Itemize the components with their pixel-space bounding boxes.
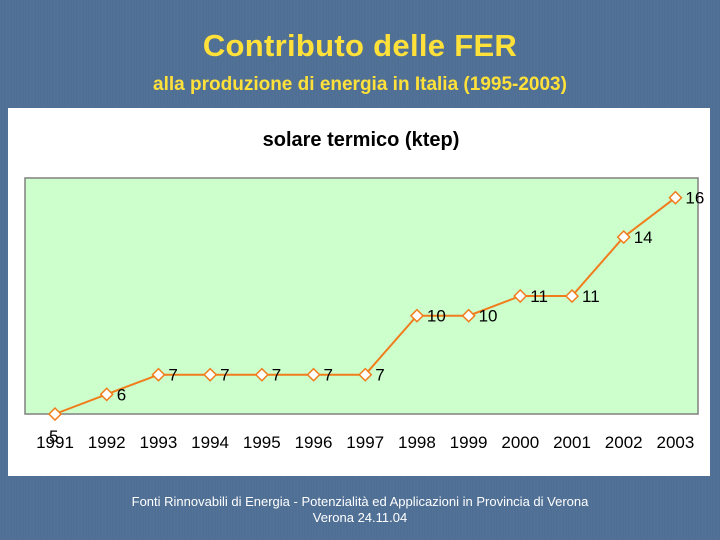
x-tick-label-1996: 1996 xyxy=(295,433,333,452)
data-point-1995 xyxy=(254,367,269,382)
x-tick-label-1999: 1999 xyxy=(450,433,488,452)
slide-title: Contributo delle FER xyxy=(202,28,518,63)
data-label-2000: 11 xyxy=(530,287,548,306)
data-label-1996: 7 xyxy=(324,366,333,385)
data-label-1997: 7 xyxy=(375,366,384,385)
x-tick-label-1993: 1993 xyxy=(139,433,177,452)
data-point-1997 xyxy=(358,367,373,382)
series-layer: 5 6 7 7 7 7 7 10 10 11 11 14 16 xyxy=(47,189,704,446)
footer: Fonti Rinnovabili di Energia - Potenzial… xyxy=(0,494,720,526)
x-tick-label-2003: 2003 xyxy=(656,433,694,452)
data-label-1998: 10 xyxy=(427,307,446,326)
data-point-2003 xyxy=(668,190,683,205)
footer-line-2: Verona 24.11.04 xyxy=(312,510,408,525)
data-label-1993: 7 xyxy=(168,366,177,385)
footer-line-1: Fonti Rinnovabili di Energia - Potenzial… xyxy=(131,494,589,509)
data-label-1995: 7 xyxy=(272,366,281,385)
x-tick-label-1997: 1997 xyxy=(346,433,384,452)
x-tick-label-1991: 1991 xyxy=(36,433,74,452)
data-point-1994 xyxy=(203,367,218,382)
data-label-2001: 11 xyxy=(582,287,600,306)
data-point-1993 xyxy=(151,367,166,382)
data-point-1998 xyxy=(409,308,425,323)
data-point-1999 xyxy=(461,308,476,323)
x-tick-label-2000: 2000 xyxy=(501,433,539,452)
chart-container: solare termico (ktep) 5 6 7 7 7 7 7 10 10 11 11 14 1… xyxy=(8,108,710,476)
x-tick-label-2002: 2002 xyxy=(605,433,643,452)
slide-subtitle: alla produzione di energia in Italia (19… xyxy=(153,74,567,95)
data-label-1999: 10 xyxy=(479,307,498,326)
data-label-1991: 5 xyxy=(49,427,58,446)
data-point-1991 xyxy=(47,406,63,422)
x-tick-label-1992: 1992 xyxy=(88,433,126,452)
line-chart: solare termico (ktep) 5 6 7 7 7 7 7 10 10 11 11 14 1… xyxy=(24,129,704,452)
x-tick-label-1994: 1994 xyxy=(191,433,229,452)
data-label-1992: 6 xyxy=(117,385,126,404)
data-point-2000 xyxy=(513,288,528,304)
x-tick-label-2001: 2001 xyxy=(553,433,591,452)
x-tick-label-1998: 1998 xyxy=(398,433,436,452)
data-point-1996 xyxy=(306,367,321,382)
x-axis: 1991 1992 1993 1994 1995 1996 1997 1998 1999 2000… xyxy=(36,433,694,452)
data-label-2003: 16 xyxy=(685,189,704,208)
data-point-2002 xyxy=(616,229,631,245)
data-point-1992 xyxy=(99,387,114,402)
x-tick-label-1995: 1995 xyxy=(243,433,281,452)
data-label-1994: 7 xyxy=(220,366,229,385)
data-label-2002: 14 xyxy=(634,228,653,247)
chart-title: solare termico (ktep) xyxy=(263,129,460,151)
data-point-2001 xyxy=(564,288,580,304)
